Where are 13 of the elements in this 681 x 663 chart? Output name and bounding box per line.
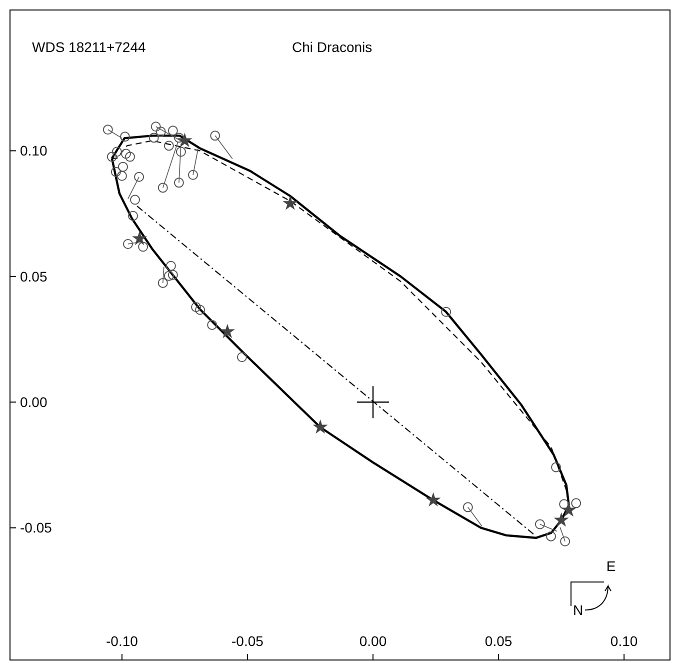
- annotation: E: [606, 558, 616, 574]
- x-tick-label: 0.00: [359, 633, 387, 649]
- y-tick-label: 0.10: [20, 142, 48, 159]
- text: Chi Draconis: [292, 39, 372, 55]
- text: WDS 18211+7244: [32, 39, 146, 55]
- x-tick-label: -0.05: [232, 633, 264, 649]
- x-tick-label: 0.10: [610, 633, 638, 649]
- y-tick-label: 0.00: [20, 394, 48, 410]
- y-tick-label: -0.05: [20, 520, 52, 536]
- x-tick-label: 0.05: [484, 633, 512, 649]
- y-tick-label: 0.05: [20, 268, 48, 284]
- annotation: N: [572, 602, 584, 618]
- x-tick-label: -0.10: [106, 633, 138, 649]
